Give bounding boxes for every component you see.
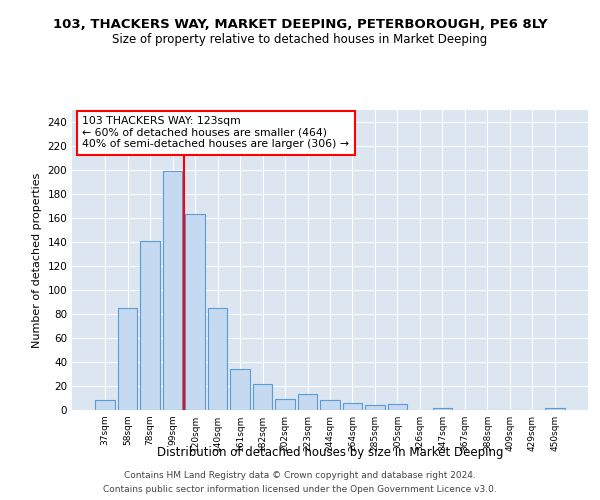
Bar	[208, 308, 227, 410]
Text: Distribution of detached houses by size in Market Deeping: Distribution of detached houses by size …	[157, 446, 503, 459]
Bar	[253, 384, 272, 410]
Bar	[298, 394, 317, 410]
Text: Contains public sector information licensed under the Open Government Licence v3: Contains public sector information licen…	[103, 484, 497, 494]
Y-axis label: Number of detached properties: Number of detached properties	[32, 172, 42, 348]
Bar	[545, 408, 565, 410]
Bar	[275, 399, 295, 410]
Text: Contains HM Land Registry data © Crown copyright and database right 2024.: Contains HM Land Registry data © Crown c…	[124, 472, 476, 480]
Bar	[95, 400, 115, 410]
Bar	[185, 214, 205, 410]
Bar	[163, 171, 182, 410]
Bar	[365, 405, 385, 410]
Bar	[230, 369, 250, 410]
Bar	[118, 308, 137, 410]
Bar	[388, 404, 407, 410]
Bar	[140, 241, 160, 410]
Text: Size of property relative to detached houses in Market Deeping: Size of property relative to detached ho…	[112, 32, 488, 46]
Bar	[343, 403, 362, 410]
Text: 103, THACKERS WAY, MARKET DEEPING, PETERBOROUGH, PE6 8LY: 103, THACKERS WAY, MARKET DEEPING, PETER…	[53, 18, 547, 30]
Bar	[433, 408, 452, 410]
Bar	[320, 400, 340, 410]
Text: 103 THACKERS WAY: 123sqm
← 60% of detached houses are smaller (464)
40% of semi-: 103 THACKERS WAY: 123sqm ← 60% of detach…	[82, 116, 349, 149]
